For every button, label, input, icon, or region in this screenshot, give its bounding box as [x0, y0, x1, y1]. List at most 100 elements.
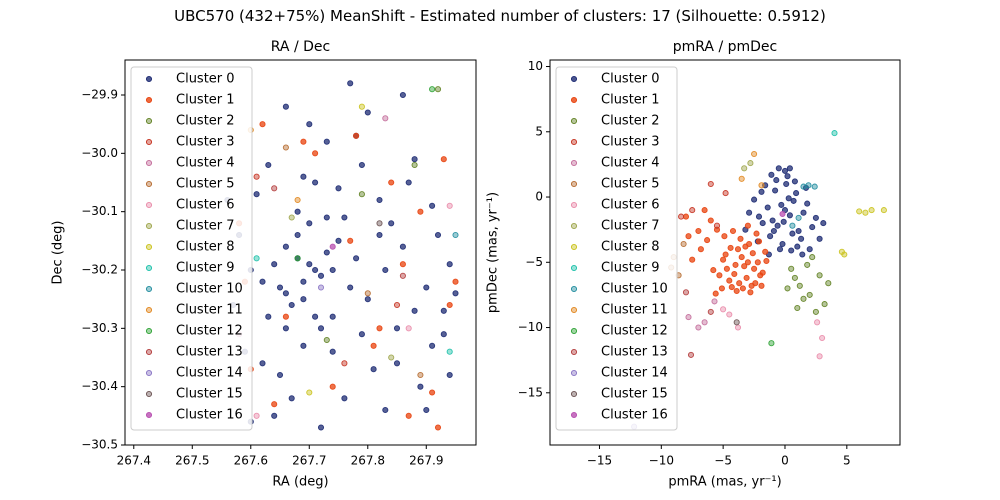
panel2-legend-marker — [570, 243, 578, 251]
panel2-point-cluster-0 — [795, 227, 802, 235]
panel2-legend-label: Cluster 10 — [601, 282, 668, 297]
panel2-point-cluster-8 — [856, 208, 863, 215]
panel2-legend-label: Cluster 0 — [601, 72, 660, 87]
panel1-point-cluster-1 — [440, 156, 447, 163]
panel1-point-cluster-13 — [271, 185, 278, 192]
panel1-title: RA / Dec — [271, 39, 330, 55]
panel2-legend-marker — [570, 96, 578, 104]
panel2-x-tick-label: −15 — [587, 454, 612, 468]
panel2-y-tick-label: −10 — [518, 320, 543, 334]
panel1-point-cluster-0 — [399, 243, 406, 250]
panel1-point-cluster-13 — [399, 272, 406, 279]
panel2-point-cluster-0 — [772, 187, 779, 194]
panel2-point-cluster-2 — [809, 254, 816, 261]
panel1-legend-marker — [145, 138, 153, 146]
panel1-legend-marker — [145, 285, 153, 293]
panel1-point-cluster-0 — [300, 278, 307, 285]
panel1-point-cluster-1 — [434, 424, 442, 431]
panel2-point-cluster-2 — [800, 295, 807, 302]
panel1-point-cluster-8 — [306, 389, 313, 396]
panel1-point-cluster-0 — [358, 161, 365, 169]
panel2-point-cluster-1 — [685, 233, 692, 240]
panel1-legend-marker — [145, 264, 153, 272]
panel2-point-cluster-1 — [726, 277, 733, 284]
panel1-legend-label: Cluster 2 — [176, 114, 235, 129]
panel1-point-cluster-0 — [429, 342, 436, 349]
panel2-y-tick-label: −5 — [525, 255, 543, 269]
panel1-point-cluster-0 — [282, 103, 289, 110]
panel2-legend-label: Cluster 9 — [601, 261, 660, 276]
panel2-legend-marker — [570, 327, 578, 335]
panel1-y-tick-label: −30.1 — [81, 204, 118, 218]
panel2-point-cluster-13 — [687, 351, 695, 358]
panel2-point-cluster-4 — [711, 298, 718, 305]
panel2-legend-box — [555, 66, 678, 431]
panel1-point-cluster-9 — [253, 255, 260, 262]
panel2-point-cluster-4 — [701, 319, 708, 326]
panel1-point-cluster-0 — [423, 406, 430, 414]
panel2-point-cluster-1 — [729, 227, 737, 235]
panel2-point-cluster-1 — [739, 285, 746, 292]
panel2-legend-marker — [570, 285, 578, 293]
panel2-point-cluster-1 — [707, 217, 714, 224]
panel2-point-cluster-1 — [755, 238, 763, 245]
panel1-point-cluster-5 — [417, 371, 424, 379]
panel1-point-cluster-0 — [429, 202, 436, 209]
panel1-point-cluster-0 — [399, 91, 406, 99]
panel2-point-cluster-0 — [784, 173, 791, 180]
panel2-point-cluster-0 — [786, 165, 793, 172]
panel1-point-cluster-0 — [323, 249, 330, 256]
panel1-point-cluster-3 — [393, 301, 401, 309]
panel2-point-cluster-2 — [816, 272, 823, 279]
panel2-y-tick-label: 0 — [535, 190, 543, 204]
panel2-point-cluster-1 — [752, 280, 759, 287]
panel1-legend-label: Cluster 11 — [176, 303, 243, 318]
panel2-x-tick-label: 5 — [843, 454, 851, 468]
panel1-point-cluster-0 — [276, 371, 284, 379]
panel1-legend-marker — [145, 159, 153, 167]
panel2-legend-marker — [570, 159, 578, 167]
panel1-point-cluster-0 — [323, 138, 330, 145]
panel1-point-cluster-5 — [364, 290, 371, 297]
panel2-point-cluster-0 — [769, 217, 776, 224]
panel1-point-cluster-1 — [429, 389, 436, 396]
panel2-point-cluster-13 — [707, 308, 714, 315]
panel2-legend-label: Cluster 6 — [601, 198, 660, 213]
panel2-point-cluster-4 — [695, 324, 702, 331]
panel1-point-cluster-2 — [411, 161, 418, 169]
panel1-point-cluster-0 — [282, 290, 289, 297]
panel2-legend-marker — [570, 390, 578, 398]
panel1-point-cluster-0 — [282, 325, 289, 332]
panel1-point-cluster-3 — [341, 360, 348, 367]
panel2-point-cluster-0 — [809, 224, 816, 231]
panel1-legend-marker — [145, 75, 153, 83]
panel1-legend-marker — [145, 180, 153, 188]
panel1-point-cluster-0 — [300, 296, 307, 303]
panel1-point-cluster-0 — [253, 191, 260, 198]
panel1-point-cluster-0 — [335, 237, 342, 244]
panel2-point-cluster-0 — [791, 178, 798, 185]
panel2-point-cluster-6 — [814, 319, 821, 326]
panel2-point-cluster-1 — [751, 265, 758, 272]
panel1-point-cluster-1 — [282, 313, 289, 320]
panel2-point-cluster-1 — [734, 246, 742, 253]
panel1-point-cluster-0 — [423, 284, 430, 291]
panel1-point-cluster-0 — [353, 255, 360, 262]
panel2-legend-marker — [570, 411, 578, 419]
panel1-legend-label: Cluster 12 — [176, 324, 243, 339]
panel1-legend-label: Cluster 13 — [176, 345, 243, 360]
panel2-legend-marker — [570, 264, 578, 272]
panel2-point-cluster-0 — [764, 204, 771, 211]
panel2-x-tick-label: −10 — [649, 454, 674, 468]
panel1-point-cluster-0 — [335, 185, 342, 192]
panel2-y-tick-label: 5 — [535, 124, 543, 138]
panel1-point-cluster-0 — [329, 313, 336, 320]
panel1-point-cluster-0 — [317, 272, 325, 279]
panel2-point-cluster-10 — [795, 214, 802, 221]
panel2-point-cluster-11 — [758, 182, 765, 189]
panel2-point-cluster-3 — [678, 213, 685, 220]
panel2-point-cluster-1 — [738, 254, 745, 261]
panel1-legend-label: Cluster 14 — [176, 366, 243, 381]
panel2-point-cluster-1 — [754, 259, 761, 266]
panel2-point-cluster-1 — [747, 289, 754, 296]
